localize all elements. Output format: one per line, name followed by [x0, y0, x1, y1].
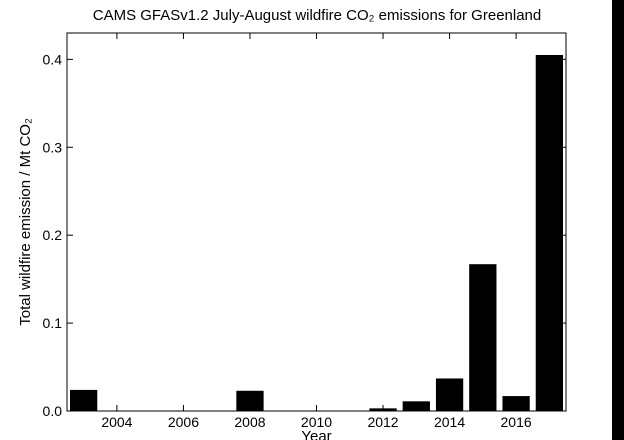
chart-title: CAMS GFASv1.2 July-August wildfire CO₂ e…: [93, 7, 541, 24]
y-tick-label: 0.4: [43, 51, 63, 67]
bar-2017: [535, 54, 564, 411]
bar-2003: [69, 389, 98, 411]
y-tick-label: 0.2: [43, 227, 63, 243]
x-tick-label: 2006: [168, 414, 199, 430]
bar-2015: [469, 264, 497, 411]
bar-2013: [402, 401, 430, 411]
x-tick-label: 2010: [301, 414, 332, 430]
y-tick-label: 0.1: [43, 315, 63, 331]
x-tick-label: 2016: [501, 414, 532, 430]
bars-group: [69, 54, 564, 411]
y-tick-label: 0.3: [43, 139, 63, 155]
y-axis-label: Total wildfire emission / Mt CO₂: [17, 118, 34, 326]
x-axis-label: Year: [301, 428, 331, 440]
y-tick-label: 0.0: [43, 403, 63, 419]
x-tick-label: 2012: [367, 414, 398, 430]
axis-ticks: 0.0 0.1 0.2 0.3 0.4 2004 2006 2008 2010 2012 2014 2…: [43, 33, 566, 430]
bar-2016: [502, 396, 530, 411]
x-tick-label: 2014: [434, 414, 465, 430]
bar-2008: [236, 390, 264, 411]
x-tick-label: 2008: [234, 414, 265, 430]
right-edge-bar: [612, 0, 624, 440]
x-tick-label: 2004: [101, 414, 132, 430]
